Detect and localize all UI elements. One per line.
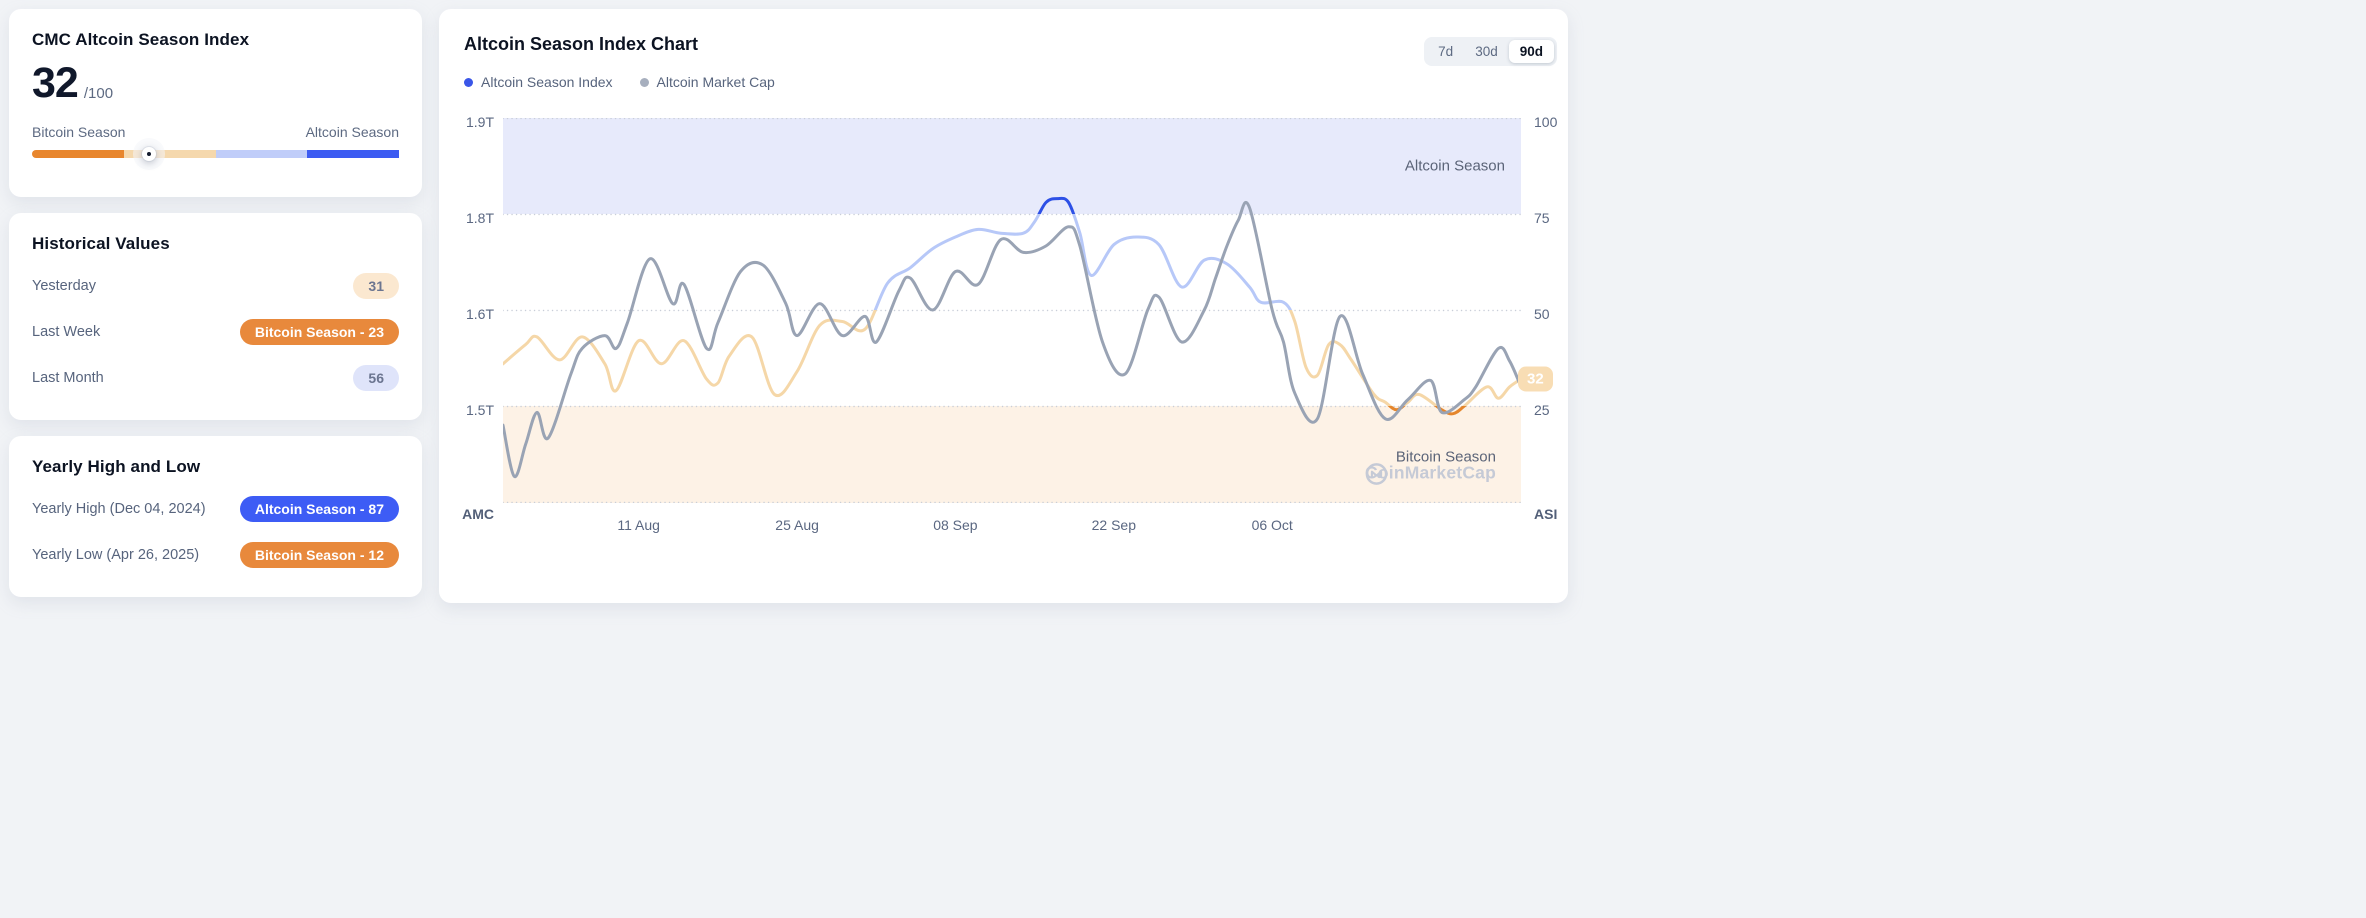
slider-segment-bitcoin-lean (123, 149, 216, 158)
legend-item-label: Altcoin Market Cap (656, 74, 775, 90)
range-switcher: 7d 30d 90d (1424, 37, 1557, 66)
legend-item[interactable]: Altcoin Market Cap (639, 74, 775, 90)
current-value-badge: 32 (1518, 366, 1553, 392)
left-column: CMC Altcoin Season Index 32 /100 Bitcoin… (9, 9, 422, 597)
bitcoin-season-label: Bitcoin Season (32, 123, 126, 140)
y-axis-tick-right: 25 (1534, 402, 1550, 418)
range-button-30d[interactable]: 30d (1464, 40, 1509, 63)
slider-segment-bitcoin-season (32, 149, 124, 158)
legend-dot-icon (464, 77, 473, 87)
stat-row-yearly-high: Yearly High (Dec 04, 2024) Altcoin Seaso… (32, 494, 399, 523)
altcoin-season-label: Altcoin Season (305, 123, 399, 140)
chart-plot-area[interactable]: Altcoin Season Bitcoin Season CoinMarket… (462, 114, 1557, 533)
y-axis-tick-right: 50 (1534, 306, 1550, 322)
legend-item[interactable]: Altcoin Season Index (464, 74, 613, 90)
index-card: CMC Altcoin Season Index 32 /100 Bitcoin… (9, 9, 422, 197)
altcoin-season-page: CMC Altcoin Season Index 32 /100 Bitcoin… (0, 0, 1577, 612)
legend-item-label: Altcoin Season Index (481, 74, 613, 90)
right-axis-title: ASI (1534, 506, 1558, 522)
slider-thumb[interactable] (142, 146, 157, 161)
watermark-text: CoinMarketCap (1365, 462, 1496, 483)
status-badge: 56 (353, 364, 399, 391)
stat-row-last-week: Last Week Bitcoin Season - 23 (32, 317, 399, 346)
stat-label: Last Month (32, 369, 104, 386)
slider-segment-altcoin-season (307, 149, 399, 158)
index-card-title: CMC Altcoin Season Index (32, 30, 250, 49)
y-axis-tick-right: 100 (1534, 114, 1558, 130)
index-value: 32 (32, 59, 79, 107)
stat-label: Yearly Low (Apr 26, 2025) (32, 546, 200, 563)
range-button-7d[interactable]: 7d (1427, 40, 1464, 63)
y-axis-tick-left: 1.8T (465, 210, 494, 226)
chart-legend: Altcoin Season Index Altcoin Market Cap (464, 74, 775, 90)
coinmarketcap-logo-icon (1365, 463, 1388, 485)
stat-label: Last Week (32, 323, 101, 340)
y-axis-tick-right: 75 (1534, 210, 1550, 226)
stat-label: Yearly High (Dec 04, 2024) (32, 500, 206, 517)
status-badge: Altcoin Season - 87 (239, 495, 399, 522)
chart-canvas (503, 118, 1521, 503)
legend-dot-icon (639, 77, 649, 87)
stat-row-yesterday: Yesterday 31 (32, 271, 399, 300)
status-badge: Bitcoin Season - 12 (239, 541, 399, 568)
x-axis-tick: 11 Aug (617, 517, 660, 533)
season-labels: Bitcoin Season Altcoin Season (32, 124, 399, 140)
stat-row-yearly-low: Yearly Low (Apr 26, 2025) Bitcoin Season… (32, 540, 399, 569)
season-index-slider[interactable] (32, 146, 399, 161)
altcoin-season-zone-label: Altcoin Season (1404, 157, 1505, 175)
x-axis-tick: 06 Oct (1251, 517, 1293, 533)
slider-segment-altcoin-lean (215, 149, 308, 158)
chart-title: Altcoin Season Index Chart (464, 34, 699, 54)
historical-card-title: Historical Values (32, 234, 170, 253)
left-axis-title: AMC (462, 506, 494, 522)
yearly-high-low-card: Yearly High and Low Yearly High (Dec 04,… (9, 436, 422, 597)
chart-card: Altcoin Season Index Chart Altcoin Seaso… (439, 9, 1568, 603)
status-badge: 31 (353, 272, 399, 299)
historical-values-card: Historical Values Yesterday 31 Last Week… (9, 213, 422, 420)
stat-row-last-month: Last Month 56 (32, 363, 399, 392)
index-value-row: 32 /100 (32, 59, 399, 107)
bitcoin-season-zone-label: Bitcoin Season (1395, 448, 1496, 466)
y-axis-tick-left: 1.9T (465, 114, 494, 130)
status-badge: Bitcoin Season - 23 (239, 318, 399, 345)
x-axis-tick: 25 Aug (775, 517, 819, 533)
yearly-card-title: Yearly High and Low (32, 457, 201, 476)
index-value-max: /100 (83, 84, 114, 102)
x-axis-tick: 08 Sep (933, 517, 978, 533)
coinmarketcap-watermark: CoinMarketCap (1365, 462, 1496, 485)
x-axis-tick: 22 Sep (1091, 517, 1136, 533)
range-button-90d[interactable]: 90d (1508, 40, 1554, 63)
y-axis-tick-left: 1.5T (465, 402, 494, 418)
stat-label: Yesterday (32, 277, 96, 294)
y-axis-tick-left: 1.6T (465, 306, 494, 322)
